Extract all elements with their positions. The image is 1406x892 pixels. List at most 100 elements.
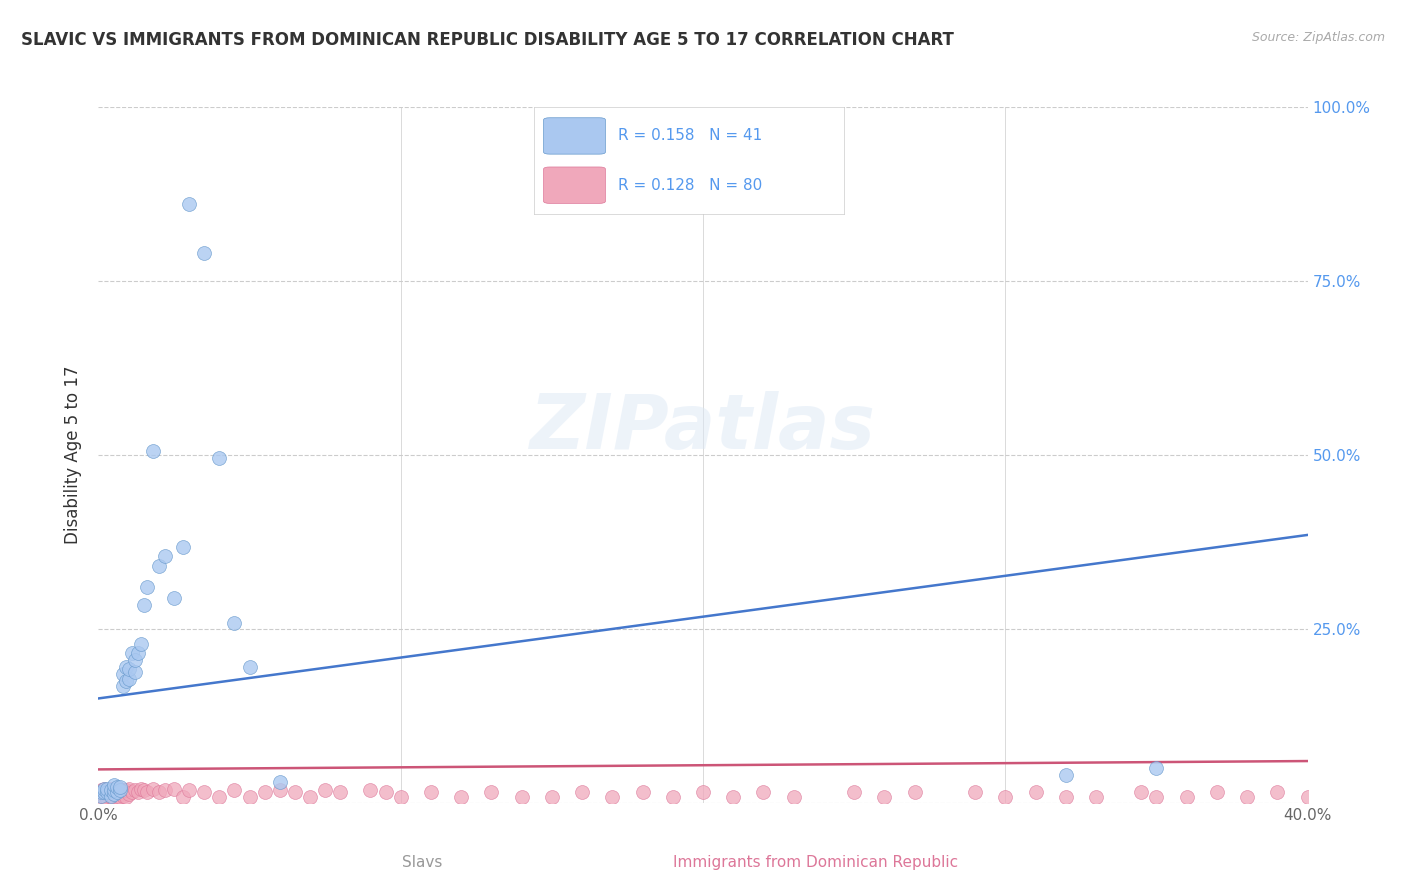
Point: [224, 616, 246, 631]
Point: [103, 783, 125, 797]
Point: [105, 785, 128, 799]
Text: Immigrants from Dominican Republic: Immigrants from Dominican Republic: [673, 855, 957, 870]
Point: [163, 781, 186, 796]
Point: [1054, 790, 1077, 805]
Point: [1144, 761, 1167, 775]
Point: [179, 197, 201, 211]
Point: [752, 785, 775, 799]
Point: [114, 783, 136, 797]
Point: [108, 790, 131, 805]
Point: [299, 790, 322, 805]
Point: [602, 790, 624, 805]
Point: [93, 781, 115, 796]
Point: [723, 790, 745, 805]
Point: [142, 781, 165, 796]
Point: [193, 785, 215, 799]
Point: [100, 790, 122, 805]
Point: [105, 780, 128, 795]
Point: [121, 646, 143, 660]
Point: [172, 540, 194, 554]
Point: [193, 246, 215, 260]
Point: [1130, 785, 1153, 799]
Point: [692, 785, 714, 799]
Point: [105, 785, 128, 799]
Point: [1054, 768, 1077, 782]
Point: [103, 792, 125, 806]
Point: [124, 665, 146, 679]
Point: [118, 672, 141, 686]
Point: [111, 667, 134, 681]
Point: [1267, 785, 1289, 799]
Point: [153, 549, 176, 563]
Point: [662, 790, 685, 805]
FancyBboxPatch shape: [544, 167, 606, 203]
Point: [118, 662, 141, 676]
Point: [224, 783, 246, 797]
Point: [103, 778, 125, 792]
Point: [965, 785, 987, 799]
Point: [103, 783, 125, 797]
Point: [153, 783, 176, 797]
Point: [103, 788, 125, 802]
Point: [108, 785, 131, 799]
Point: [1085, 790, 1108, 805]
Point: [90, 789, 112, 803]
Text: R = 0.158   N = 41: R = 0.158 N = 41: [617, 128, 762, 144]
Point: [127, 785, 149, 799]
Point: [148, 785, 170, 799]
Point: [114, 790, 136, 805]
Point: [124, 653, 146, 667]
Point: [1296, 790, 1319, 805]
Point: [783, 790, 806, 805]
Point: [510, 790, 533, 805]
Point: [420, 785, 443, 799]
Point: [163, 591, 186, 605]
Point: [253, 785, 276, 799]
Point: [132, 783, 155, 797]
Point: [111, 679, 134, 693]
Point: [374, 785, 396, 799]
Point: [93, 785, 115, 799]
Point: [111, 783, 134, 797]
FancyBboxPatch shape: [544, 118, 606, 154]
Point: [571, 785, 593, 799]
Point: [121, 785, 143, 799]
Point: [108, 783, 131, 797]
Point: [108, 781, 131, 796]
Point: [96, 781, 118, 796]
Point: [1175, 790, 1198, 805]
Point: [96, 792, 118, 806]
Point: [90, 792, 112, 806]
Text: R = 0.128   N = 80: R = 0.128 N = 80: [617, 178, 762, 193]
Point: [844, 785, 866, 799]
Point: [93, 790, 115, 805]
Point: [208, 790, 231, 805]
Point: [148, 559, 170, 574]
Point: [118, 788, 141, 802]
Point: [103, 788, 125, 802]
Point: [172, 790, 194, 805]
Point: [239, 660, 262, 674]
Point: [1024, 785, 1046, 799]
Point: [269, 783, 291, 797]
Point: [100, 789, 122, 803]
Point: [904, 785, 927, 799]
Point: [129, 781, 152, 796]
Point: [329, 785, 352, 799]
Point: [108, 780, 131, 795]
Point: [111, 789, 134, 803]
Point: [873, 790, 896, 805]
Point: [100, 785, 122, 799]
Point: [1206, 785, 1229, 799]
Point: [124, 783, 146, 797]
Point: [1144, 790, 1167, 805]
Point: [90, 788, 112, 802]
Point: [208, 451, 231, 466]
Point: [127, 646, 149, 660]
Point: [90, 785, 112, 799]
Point: [239, 790, 262, 805]
Text: Source: ZipAtlas.com: Source: ZipAtlas.com: [1251, 31, 1385, 45]
Text: ZIPatlas: ZIPatlas: [530, 392, 876, 465]
Point: [481, 785, 503, 799]
Y-axis label: Disability Age 5 to 17: Disability Age 5 to 17: [65, 366, 83, 544]
